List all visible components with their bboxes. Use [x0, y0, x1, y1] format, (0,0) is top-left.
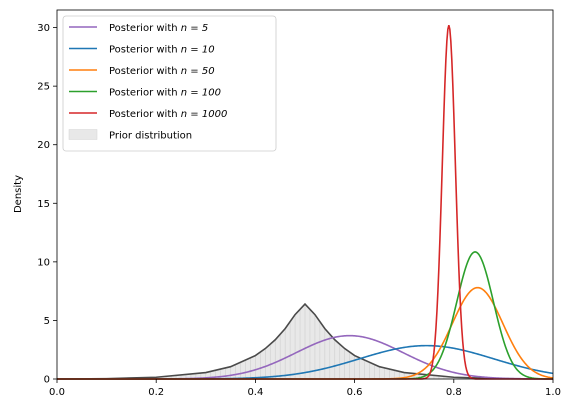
- legend-label-prior: Prior distribution: [109, 131, 192, 142]
- x-axis: 0.0 0.2 0.4 0.6 0.8 1.0: [49, 379, 561, 398]
- x-tick-label: 0.2: [148, 387, 164, 398]
- legend-label-prefix: Posterior with: [109, 66, 181, 77]
- y-axis: 0 5 10 15 20 25 30: [37, 23, 57, 386]
- legend-label-prefix: Posterior with: [109, 23, 181, 34]
- y-tick-label: 20: [37, 140, 50, 151]
- x-tick-label: 1.0: [545, 387, 561, 398]
- legend-label-2: Posterior with n = 10: [109, 45, 215, 56]
- y-tick-label: 15: [37, 199, 50, 210]
- legend-label-prefix: Posterior with: [109, 88, 181, 99]
- legend-label-math: n = 50: [181, 66, 215, 77]
- x-tick-label: 0.6: [347, 387, 363, 398]
- y-tick-label: 25: [37, 82, 50, 93]
- y-axis-label: Density: [13, 175, 24, 213]
- legend-label-math: n = 100: [181, 88, 221, 99]
- y-tick-label: 30: [37, 23, 50, 34]
- y-tick-label: 10: [37, 257, 50, 268]
- x-tick-label: 0.8: [446, 387, 462, 398]
- legend-label-prefix: Posterior with: [109, 45, 181, 56]
- y-tick-label: 0: [44, 375, 50, 386]
- x-tick-label: 0.0: [49, 387, 65, 398]
- x-tick-label: 0.4: [247, 387, 263, 398]
- legend-label-math: n = 10: [181, 45, 215, 56]
- legend-box: [62, 15, 277, 152]
- y-tick-label: 5: [44, 316, 50, 327]
- plot-frame: [56, 9, 554, 380]
- legend-label-4: Posterior with n = 100: [109, 88, 221, 99]
- legend-label-1: Posterior with n = 5: [109, 23, 208, 34]
- prior-line: [56, 302, 554, 380]
- legend-label-math: n = 1000: [181, 109, 228, 120]
- legend-swatch-prior: [68, 129, 98, 140]
- legend-label-prefix: Posterior with: [109, 109, 181, 120]
- legend-label-math: n = 5: [181, 23, 208, 34]
- legend-label-3: Posterior with n = 50: [109, 66, 215, 77]
- legend-label-5: Posterior with n = 1000: [109, 109, 227, 120]
